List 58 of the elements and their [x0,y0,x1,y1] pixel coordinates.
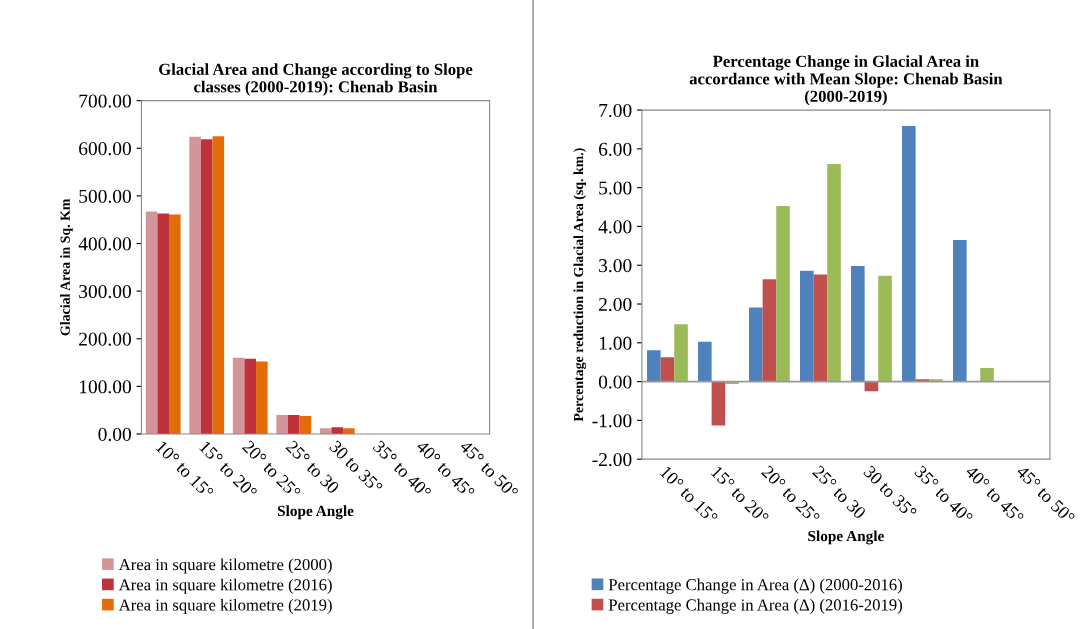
bar [157,213,169,435]
bar [343,428,355,435]
legend-label: Percentage Change in Area (Δ) (2000-2016) [608,578,902,594]
bar [331,427,344,435]
legend-label: Percentage Change in Area (Δ) (2016-2019) [608,598,902,614]
bar [145,211,158,435]
y-tick-label: 500.00 [79,189,131,203]
y-tick-label: 200.00 [79,332,131,346]
bar [851,266,865,382]
x-axis-title: Slope Angle [808,530,884,545]
legend-label: Area in square kilometre (2000) [118,558,332,574]
y-tick-label: -2.00 [592,452,632,467]
y-tick-label: 3.00 [599,259,632,273]
bar [762,279,777,382]
bar [800,270,814,382]
bar [169,214,181,435]
y-tick-label: 0.00 [98,427,131,442]
y-tick-label: 5.00 [599,181,632,195]
bar [980,368,994,382]
bar [232,357,245,435]
y-tick-label: 600.00 [79,142,131,156]
bar [200,139,213,435]
bar [287,414,300,435]
bar [698,341,712,382]
bar [827,163,841,382]
bar [813,274,828,382]
bar [749,307,763,382]
y-tick-label: 300.00 [79,284,131,299]
bar [660,357,675,382]
y-tick-label: -1.00 [592,414,632,428]
y-tick-label: 7.00 [599,103,632,118]
y-tick-label: 400.00 [78,237,131,251]
chart-title: Glacial Area and Change according to Slope classes (2000-2019): Chenab Basin [159,63,473,96]
y-tick-label: 100.00 [79,380,131,394]
y-tick-label: 700.00 [79,94,131,108]
bar [902,125,916,382]
bar [878,275,892,382]
bar [276,414,288,435]
bar [244,358,257,435]
legend-label: Area in square kilometre (2019) [118,598,332,614]
bar [647,350,661,382]
y-axis-title: Percentage reduction in Glacial Area (sq. km.) [573,148,587,422]
bar [953,240,967,382]
y-tick-label: 1.00 [599,336,632,350]
y-tick-label: 4.00 [598,220,632,234]
x-axis-title: Slope Angle [277,505,354,520]
y-tick-label: 6.00 [599,142,632,156]
y-tick-label: 2.00 [599,297,632,312]
bar [776,205,790,382]
y-tick-label: 0.00 [598,375,632,389]
bar [256,361,268,435]
chart-title: Percentage Change in Glacial Area in accordance with Mean Slope: Chenab Basin (2000-2019) [689,55,1003,106]
bar [711,381,726,426]
bar [674,324,688,382]
bar [212,136,225,435]
bar [189,136,201,435]
legend-label: Area in square kilometre (2016) [118,578,332,594]
y-axis-title: Glacial Area in Sq. Km [60,198,73,336]
